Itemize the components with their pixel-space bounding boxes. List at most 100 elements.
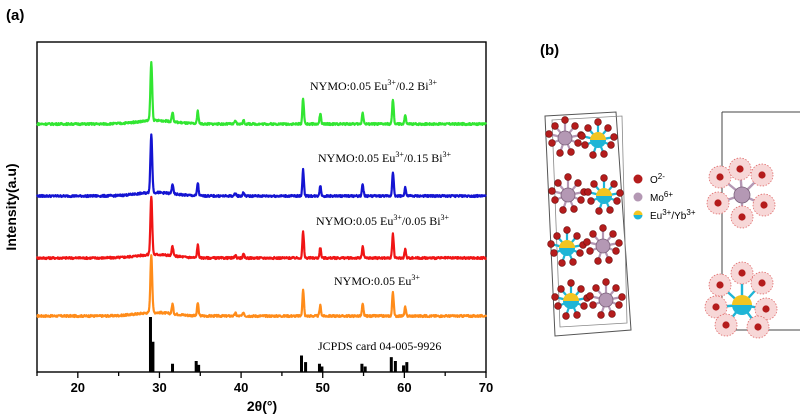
oxygen-atom-66 <box>615 301 623 309</box>
oxygen-atom-64 <box>612 284 620 292</box>
oxygen-atom-41 <box>569 258 577 266</box>
x-tick-label-50: 50 <box>315 380 329 395</box>
oxygen-atom-39 <box>576 249 584 257</box>
y-axis-title: Intensity(a.u) <box>3 163 19 250</box>
oxygen-atom-54 <box>557 285 565 293</box>
oxygen-legend-marker <box>633 174 643 184</box>
polyhedron-oxygen-0-0 <box>716 173 724 181</box>
oxygen-atom-4 <box>556 149 564 157</box>
oxygen-atom-59 <box>573 311 581 319</box>
oxygen-atom-33 <box>600 174 608 182</box>
x-tick-label-40: 40 <box>234 380 248 395</box>
oxygen-atom-63 <box>592 284 600 292</box>
europium-atom-1 <box>590 132 606 140</box>
ytterbium-atom-1 <box>590 140 606 148</box>
oxygen-legend-label: O2- <box>650 172 665 186</box>
oxygen-atom-28 <box>610 180 618 188</box>
oxygen-atom-60 <box>567 279 575 287</box>
europium-atom-3 <box>596 188 612 196</box>
annotation-eu-only: NYMO:0.05 Eu3+ <box>334 273 420 288</box>
panel-label-b: (b) <box>540 42 559 59</box>
oxygen-atom-50 <box>605 256 613 264</box>
europium-legend-marker <box>633 210 643 215</box>
oxygen-atom-21 <box>577 196 585 204</box>
x-tick-label-60: 60 <box>397 380 411 395</box>
molybdenum-atom-0 <box>557 130 573 146</box>
unit-cell <box>544 111 632 337</box>
polyhedron-oxygen-1-4 <box>722 321 730 329</box>
europium-atom-6 <box>563 293 579 301</box>
oxygen-atom-38 <box>550 249 558 257</box>
oxygen-atom-47 <box>586 247 594 255</box>
polyhedron-oxygen-0-5 <box>736 165 744 173</box>
oxygen-atom-22 <box>559 206 567 214</box>
spectrum-line-0 <box>36 254 488 319</box>
oxygen-atom-1 <box>571 122 579 130</box>
oxygen-atom-3 <box>574 139 582 147</box>
oxygen-atom-56 <box>554 302 562 310</box>
oxygen-atom-49 <box>594 257 602 265</box>
oxygen-atom-35 <box>616 189 624 197</box>
polyhedron-oxygen-0-3 <box>760 201 768 209</box>
oxygen-atom-5 <box>567 148 575 156</box>
oxygen-atom-70 <box>586 292 594 300</box>
molybdenum-atom-7 <box>598 292 614 308</box>
molybdenum-legend-label: Mo6+ <box>650 190 673 204</box>
oxygen-atom-69 <box>602 278 610 286</box>
oxygen-atom-40 <box>558 259 566 267</box>
oxygen-atom-67 <box>597 311 605 319</box>
crystal-structure-illustration <box>544 111 800 339</box>
polyhedron-oxygen-0-4 <box>738 213 746 221</box>
annotation-bi-005: NYMO:0.05 Eu3+/0.05 Bi3+ <box>316 213 450 228</box>
oxygen-atom-20 <box>551 196 559 204</box>
oxygen-atom-29 <box>587 197 595 205</box>
oxygen-atom-58 <box>562 312 570 320</box>
x-tick-label-20: 20 <box>71 380 85 395</box>
molybdenum-atom-5 <box>595 238 611 254</box>
oxygen-atom-37 <box>573 232 581 240</box>
oxygen-atom-53 <box>615 239 623 247</box>
ytterbium-atom-4 <box>559 248 575 256</box>
oxygen-atom-57 <box>580 302 588 310</box>
molybdenum-atom-2 <box>560 187 576 203</box>
oxygen-atom-32 <box>606 206 614 214</box>
oxygen-atom-19 <box>574 179 582 187</box>
oxygen-atom-15 <box>594 118 602 126</box>
polyhedron-oxygen-1-3 <box>762 305 770 313</box>
oxygen-atom-46 <box>609 230 617 238</box>
oxygen-atom-34 <box>584 188 592 196</box>
polyhedron-oxygen-0-2 <box>714 199 722 207</box>
plot-frame <box>36 41 487 373</box>
oxygen-atom-55 <box>577 285 585 293</box>
polyhedron-oxygen-1-1 <box>758 279 766 287</box>
oxygen-atom-42 <box>563 226 571 234</box>
ytterbium-atom-6 <box>563 301 579 309</box>
polyhedron-oxygen-1-6 <box>738 269 746 277</box>
polyhedron-europium-1 <box>732 295 752 305</box>
oxygen-atom-71 <box>618 293 626 301</box>
atom-legend: O2- Mo6+ Eu3+/Yb3+ <box>633 172 696 222</box>
oxygen-atom-11 <box>581 141 589 149</box>
oxygen-atom-31 <box>595 207 603 215</box>
oxygen-atom-7 <box>545 130 553 138</box>
oxygen-atom-24 <box>564 173 572 181</box>
oxygen-atom-52 <box>583 238 591 246</box>
unit-cell-front <box>544 111 632 337</box>
x-axis-title: 2θ(°) <box>247 398 277 414</box>
oxygen-atom-61 <box>551 293 559 301</box>
oxygen-atom-36 <box>553 232 561 240</box>
spectrum-line-1 <box>35 195 487 261</box>
oxygen-atom-9 <box>584 124 592 132</box>
polyhedron-oxygen-1-0 <box>716 281 724 289</box>
spectrum-line-3 <box>36 61 488 127</box>
coordination-polyhedra <box>704 111 800 339</box>
panel-label-a: (a) <box>6 7 24 24</box>
oxygen-atom-14 <box>600 150 608 158</box>
oxygen-atom-12 <box>607 141 615 149</box>
polyhedron-molybdenum-0 <box>733 186 751 204</box>
oxygen-atom-2 <box>548 139 556 147</box>
oxygen-atom-65 <box>589 301 597 309</box>
unit-cell-atoms <box>545 116 626 320</box>
x-tick-label-70: 70 <box>479 380 493 395</box>
